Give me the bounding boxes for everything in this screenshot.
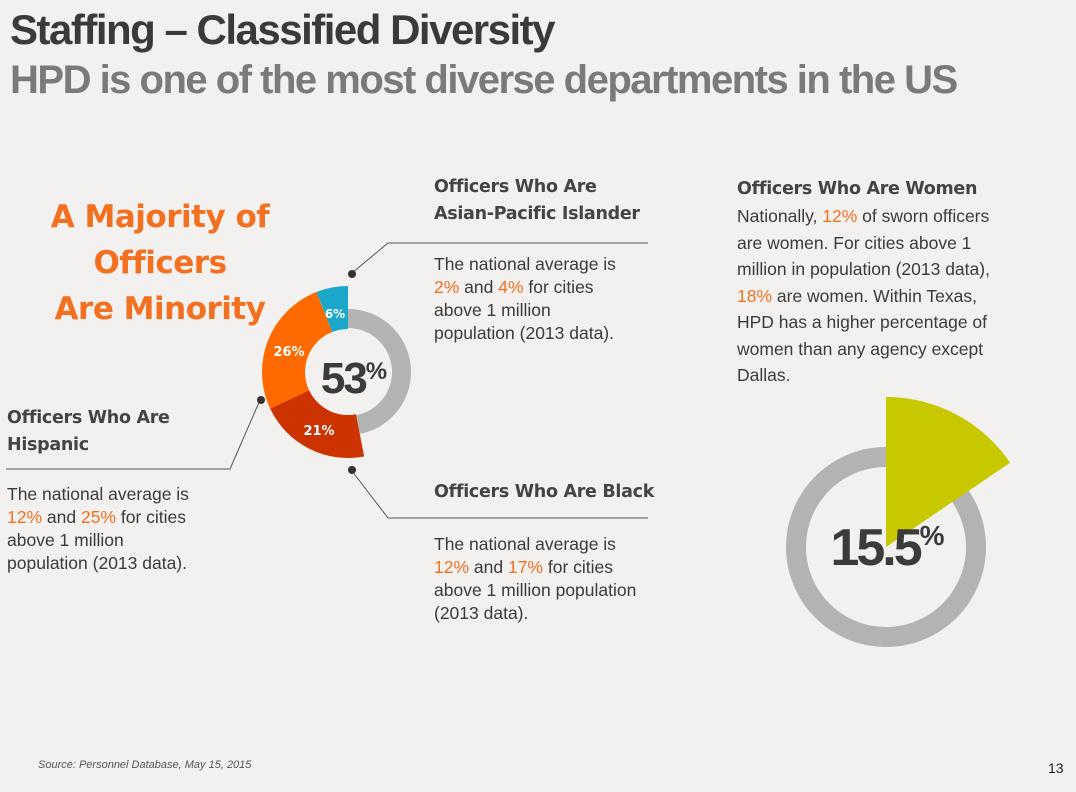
asian-text-line-1: The national average is: [434, 254, 616, 274]
women-center-value: 15.5%: [830, 519, 944, 577]
black-connector-dot: [348, 466, 356, 474]
headline-line-2: Officers: [93, 245, 227, 281]
black-text-line-2: 12% and 17% for cities: [434, 557, 614, 577]
women-text-line-4: 18% are women. Within Texas,: [737, 285, 977, 306]
hispanic-title-line-2: Hispanic: [7, 435, 89, 455]
slice-black: [270, 390, 365, 458]
hispanic-text-line-4: population (2013 data).: [7, 553, 187, 573]
asian-connector-line: [351, 242, 648, 274]
hispanic-info: Officers Who Are Hispanic The national a…: [7, 405, 247, 575]
black-city-avg: 17%: [507, 557, 543, 577]
black-title: Officers Who Are Black: [434, 482, 655, 502]
hispanic-text-line-2: 12% and 25% for cities: [7, 507, 187, 527]
headline-line-1: A Majority of: [50, 199, 270, 235]
women-text-line-7: Dallas.: [737, 365, 791, 385]
asian-text-line-2: 2% and 4% for cities: [434, 277, 594, 297]
black-text-line-3: above 1 million population: [434, 580, 637, 600]
minority-headline: A Majority of Officers Are Minority: [30, 194, 290, 332]
asian-text-line-4: population (2013 data).: [434, 323, 614, 343]
black-info: Officers Who Are Black The national aver…: [434, 479, 694, 625]
women-center-unit: %: [920, 520, 945, 551]
connector-lines: [6, 242, 648, 519]
asian-info: Officers Who Are Asian-Pacific Islander …: [434, 174, 694, 345]
minority-center-unit: %: [366, 358, 387, 385]
slice-asian: [316, 286, 348, 333]
women-national-pct: 12%: [822, 206, 858, 226]
slide-title: Staffing – Classified Diversity: [10, 6, 556, 53]
women-center-number: 15.5: [830, 519, 921, 577]
women-slice: [886, 397, 1011, 547]
minority-donut-chart: [262, 286, 412, 458]
slice-label-hispanic: 26%: [273, 345, 304, 360]
hispanic-text-line-3: above 1 million: [7, 530, 124, 550]
black-national-avg: 12%: [434, 557, 470, 577]
women-text-line-2: are women. For cities above 1: [737, 232, 972, 253]
hispanic-national-avg: 12%: [7, 507, 43, 527]
minority-center-number: 53: [321, 354, 366, 403]
asian-national-avg: 2%: [434, 277, 460, 297]
slice-label-asian: 6%: [325, 307, 345, 321]
women-text-line-5: HPD has a higher percentage of: [737, 312, 988, 332]
slice-remainder: [348, 309, 412, 434]
hispanic-connector-dot: [257, 396, 265, 404]
slice-hispanic: [262, 292, 333, 409]
asian-text-line-3: above 1 million: [434, 300, 551, 320]
slice-label-black: 21%: [303, 424, 334, 439]
women-title: Officers Who Are Women: [737, 179, 978, 199]
minority-center-value: 53%: [321, 354, 387, 403]
women-donut-chart: [786, 397, 1011, 647]
slide-subtitle: HPD is one of the most diverse departmen…: [10, 58, 958, 102]
hispanic-connector-line: [6, 399, 261, 470]
hispanic-text-line-1: The national average is: [7, 484, 189, 504]
asian-title-line-2: Asian-Pacific Islander: [434, 204, 640, 224]
women-info: Officers Who Are Women Nationally, 12% o…: [737, 176, 1067, 389]
black-text-line-1: The national average is: [434, 534, 616, 554]
black-connector-line: [351, 470, 648, 519]
asian-title-line-1: Officers Who Are: [434, 177, 597, 197]
hispanic-title-line-1: Officers Who Are: [7, 408, 170, 428]
headline-line-3: Are Minority: [54, 291, 266, 327]
women-text-line-3: million in population (2013 data),: [737, 259, 990, 279]
asian-city-avg: 4%: [498, 277, 524, 297]
women-text-line-1: Nationally, 12% of sworn officers: [737, 206, 990, 226]
women-text-line-6: women than any agency except: [737, 338, 984, 359]
hispanic-city-avg: 25%: [80, 507, 116, 527]
source-note: Source: Personnel Database, May 15, 2015: [38, 759, 252, 771]
page-number: 13: [1048, 760, 1064, 776]
women-city-pct: 18%: [737, 285, 773, 306]
asian-connector-dot: [348, 270, 356, 278]
black-text-line-4: (2013 data).: [434, 603, 529, 623]
